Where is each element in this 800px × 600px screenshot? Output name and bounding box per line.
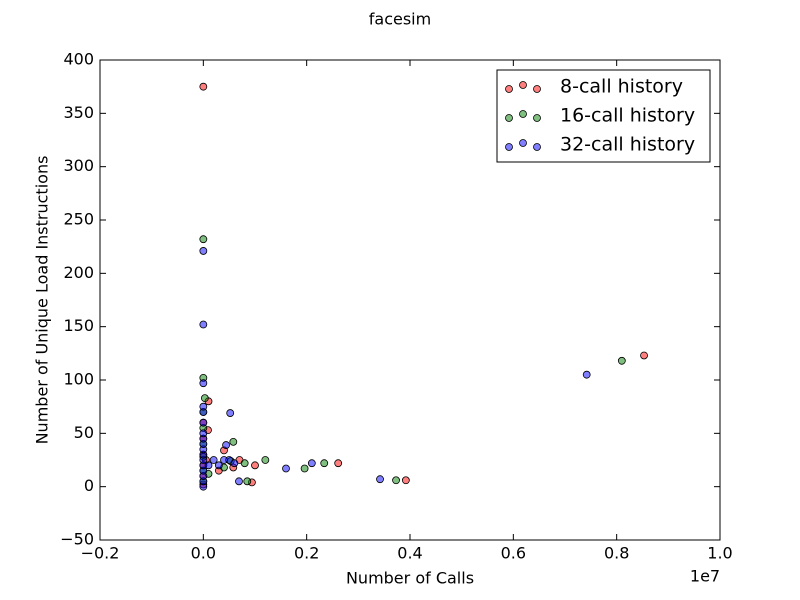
legend-marker xyxy=(505,114,513,122)
scatter-point xyxy=(251,461,259,470)
y-tick-label: 300 xyxy=(63,156,94,175)
scatter-point xyxy=(200,394,209,403)
scatter-point xyxy=(300,464,309,473)
y-tick-label: 100 xyxy=(63,370,94,389)
scatter-point xyxy=(392,476,400,485)
legend-marker xyxy=(505,85,513,93)
chart-title: facesim xyxy=(369,10,431,29)
x-tick-label: 0.0 xyxy=(191,544,216,563)
plot-frame xyxy=(99,59,721,541)
x-tick-label: −0.2 xyxy=(81,544,120,563)
x-tick-label: 0.4 xyxy=(397,544,422,563)
scatter-point xyxy=(230,459,239,468)
scatter-point xyxy=(376,475,384,484)
legend-label: 32-call history xyxy=(560,134,695,156)
scatter-point xyxy=(199,402,208,411)
scatter-point xyxy=(199,418,208,427)
scatter-point xyxy=(199,247,208,255)
scatter-point xyxy=(401,476,410,485)
scatter-point xyxy=(240,459,249,468)
scatter-point xyxy=(617,356,626,365)
scatter-point xyxy=(582,370,591,379)
legend-marker xyxy=(519,81,527,89)
y-axis-label: Number of Unique Load Instructions xyxy=(33,156,52,445)
scatter-point xyxy=(199,235,208,244)
legend-marker xyxy=(533,143,541,151)
legend-marker xyxy=(533,114,541,122)
scatter-point xyxy=(222,441,230,449)
scatter-point xyxy=(214,461,223,470)
y-tick-label: −50 xyxy=(60,530,94,549)
y-tick-label: 400 xyxy=(63,50,94,69)
legend-box xyxy=(496,69,711,163)
legend-marker xyxy=(519,110,527,118)
scatter-point xyxy=(199,379,208,388)
legend-label: 16-call history xyxy=(560,105,695,127)
y-tick-label: 150 xyxy=(63,316,94,335)
scatter-point xyxy=(320,459,329,468)
x-tick-label: 0.2 xyxy=(294,544,319,563)
scatter-point xyxy=(209,456,218,464)
y-tick-label: 50 xyxy=(74,423,94,442)
scatter-point xyxy=(199,320,208,329)
x-offset-label: 1e7 xyxy=(690,567,720,586)
scatter-point xyxy=(229,437,238,446)
legend-label: 8-call history xyxy=(560,76,683,98)
scatter-point xyxy=(226,409,235,417)
scatter-point xyxy=(307,459,316,468)
y-tick-label: 0 xyxy=(84,476,94,495)
scatter-point xyxy=(640,351,648,360)
legend-marker xyxy=(505,143,513,151)
y-tick-label: 200 xyxy=(63,263,94,282)
scatter-point xyxy=(261,456,270,464)
y-tick-label: 250 xyxy=(63,210,94,229)
scatter-point xyxy=(282,464,290,473)
x-tick-label: 0.8 xyxy=(604,544,629,563)
legend-marker xyxy=(519,139,527,147)
scatter-point xyxy=(204,461,213,470)
scatter-point xyxy=(235,477,243,486)
scatter-point xyxy=(334,459,343,468)
legend-marker xyxy=(533,85,541,93)
scatter-point xyxy=(243,477,252,486)
y-tick-label: 350 xyxy=(63,103,94,122)
x-axis-label: Number of Calls xyxy=(346,569,474,588)
scatter-point xyxy=(199,429,208,438)
scatter-point xyxy=(199,82,208,91)
x-tick-label: 0.6 xyxy=(501,544,526,563)
x-tick-label: 1.0 xyxy=(707,544,732,563)
